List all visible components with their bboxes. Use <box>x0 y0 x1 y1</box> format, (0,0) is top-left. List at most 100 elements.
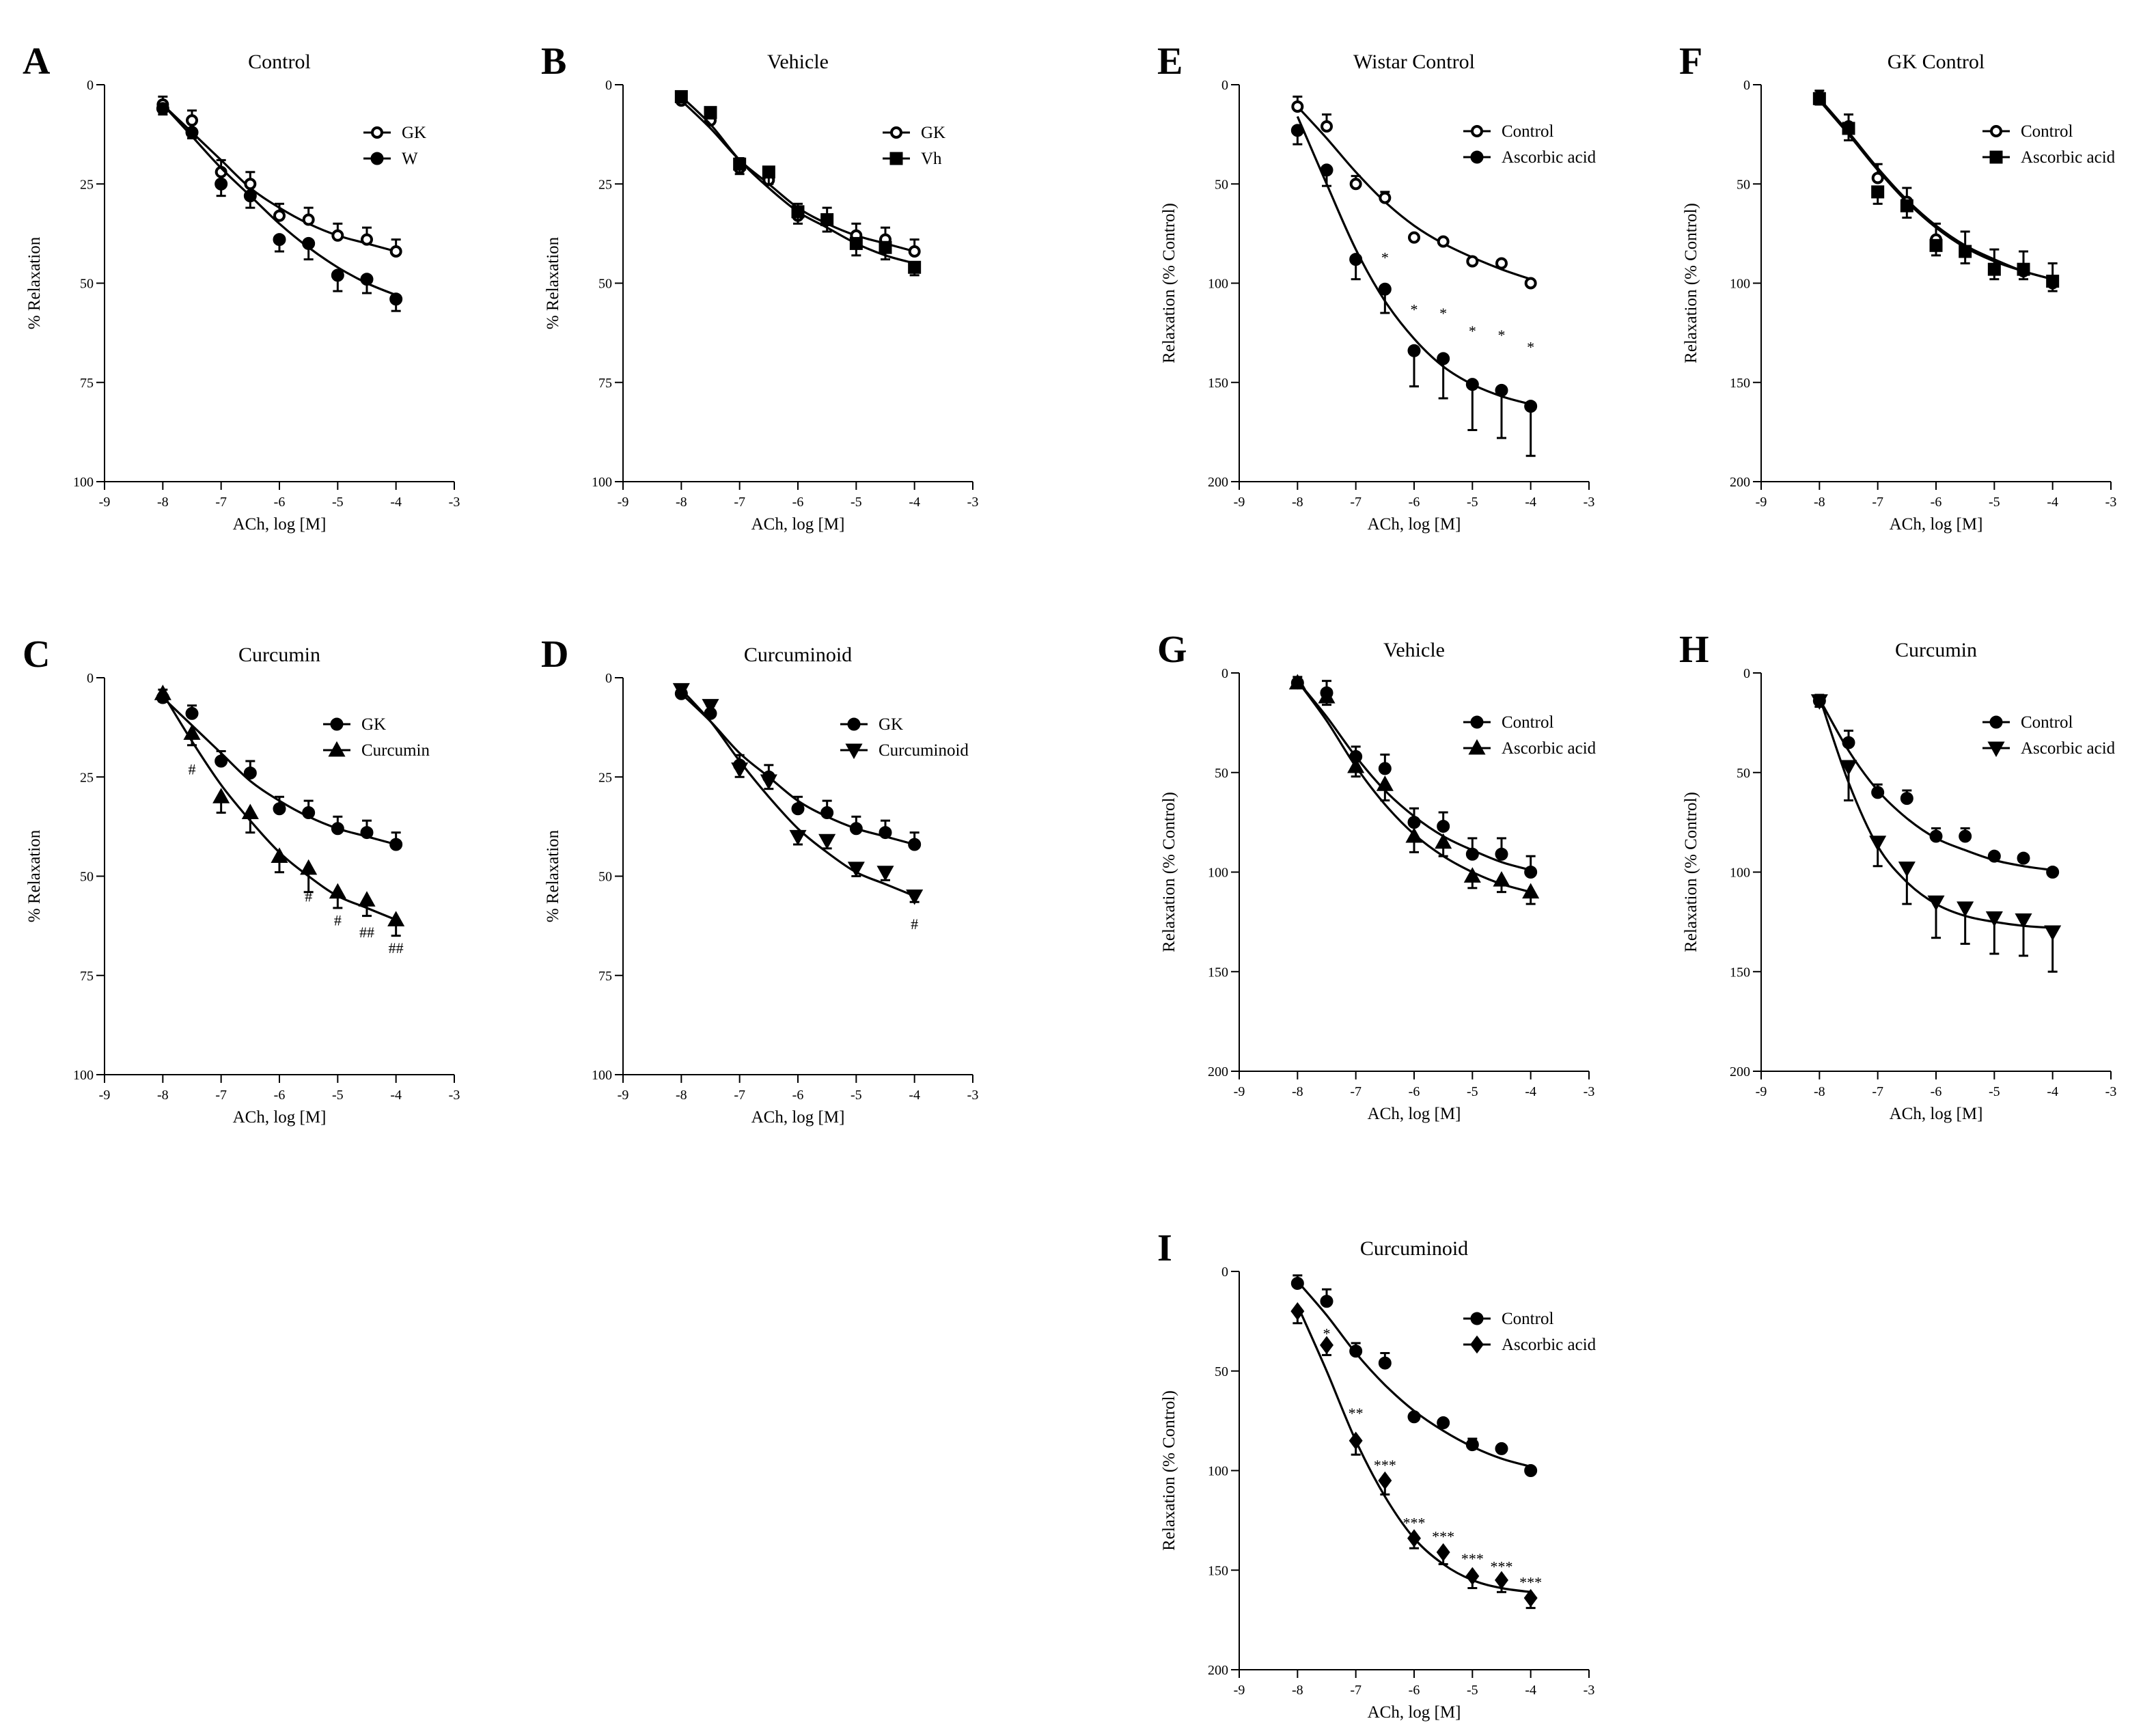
legend-marker <box>330 717 344 731</box>
fit-curve <box>1296 115 1532 406</box>
y-tick-label: 50 <box>1215 1364 1228 1379</box>
panel-letter: E <box>1157 40 1183 83</box>
x-tick-label: -9 <box>1756 1084 1767 1099</box>
series-ascorbic-acid <box>1288 674 1540 905</box>
data-point <box>1291 100 1304 113</box>
chart-title: Curcumin <box>238 644 320 666</box>
data-point <box>1466 255 1479 268</box>
x-tick-label: -6 <box>274 495 286 510</box>
panel-c: C Curcumin 0 25 50 75 100 -9 -8 -7 -6 -5 -4 -3 ACh, lo… <box>23 633 460 1127</box>
legend-label: Control <box>1502 1310 1553 1328</box>
y-tick-label: 0 <box>1221 666 1228 681</box>
data-point <box>1524 400 1538 413</box>
x-tick-label: -8 <box>1292 495 1303 510</box>
significance-mark: # <box>189 761 196 778</box>
y-tick-label: 100 <box>1730 277 1750 292</box>
legend-marker <box>1470 1312 1484 1325</box>
y-tick-label: 150 <box>1208 376 1228 391</box>
data-point <box>1465 847 1479 861</box>
data-point <box>908 260 922 274</box>
series-control <box>1290 1274 1538 1477</box>
data-point <box>331 229 344 242</box>
legend-label: Ascorbic acid <box>2021 739 2116 758</box>
x-tick-label: -5 <box>332 1088 344 1103</box>
y-tick-label: 50 <box>598 277 612 292</box>
legend-marker <box>847 717 861 731</box>
data-point <box>186 114 198 127</box>
data-point <box>1288 674 1306 690</box>
series-gk <box>156 688 403 851</box>
legend-marker <box>1470 150 1484 164</box>
fit-curve <box>161 693 397 921</box>
y-tick-label: 0 <box>87 78 94 93</box>
data-point <box>1290 1276 1304 1290</box>
data-point <box>1376 775 1394 791</box>
data-point <box>1495 1442 1508 1455</box>
x-tick-label: -8 <box>157 1088 169 1103</box>
data-point <box>331 268 344 282</box>
legend-marker <box>1470 715 1484 729</box>
legend-label: Control <box>1502 713 1553 732</box>
y-tick-label: 75 <box>598 376 612 391</box>
x-tick-label: -9 <box>1234 1084 1245 1099</box>
y-tick-label: 100 <box>1208 277 1228 292</box>
fit-curve <box>1297 680 1532 872</box>
data-point <box>1495 257 1508 270</box>
data-point <box>731 762 749 778</box>
data-point <box>1495 847 1508 861</box>
x-tick-label: -7 <box>1350 1683 1362 1698</box>
x-tick-label: -4 <box>1525 1084 1536 1099</box>
series-ascorbic-acid <box>1810 694 2062 973</box>
y-tick-label: 100 <box>1730 866 1750 881</box>
data-point <box>273 802 286 816</box>
significance-mark: ## <box>389 939 404 956</box>
panel-letter: G <box>1157 629 1187 671</box>
x-tick-label: -7 <box>1872 1084 1883 1099</box>
significance-mark: ## <box>359 924 374 941</box>
data-point <box>672 683 690 699</box>
significance-mark: # <box>305 888 312 905</box>
y-tick-label: 75 <box>80 969 94 984</box>
data-point <box>1898 862 1916 877</box>
x-tick-label: -3 <box>1584 495 1595 510</box>
data-point <box>271 847 288 863</box>
panel-letter: B <box>541 40 566 83</box>
data-point <box>1812 92 1826 105</box>
significance-mark: * <box>1381 249 1389 266</box>
data-point <box>185 126 199 139</box>
significance-mark: * <box>1439 305 1447 322</box>
data-point <box>1871 786 1885 799</box>
data-point <box>1869 836 1887 851</box>
fit-curve <box>162 104 397 297</box>
panel-d: D Curcuminoid 0 25 50 75 100 -9 -8 -7 -6 -5 -4 -3 ACh,… <box>541 633 978 1127</box>
data-point <box>387 911 405 926</box>
x-tick-label: -5 <box>1467 1683 1478 1698</box>
significance-mark: ** <box>1349 1405 1364 1422</box>
chart-title: Curcuminoid <box>744 644 852 666</box>
y-axis-label: Relaxation (% Control) <box>1160 792 1178 952</box>
data-point <box>733 157 747 171</box>
data-point <box>1871 171 1884 184</box>
x-tick-label: -6 <box>1409 495 1420 510</box>
y-axis-label: % Relaxation <box>544 829 562 922</box>
x-tick-label: -4 <box>1525 1683 1536 1698</box>
data-point <box>1495 383 1508 397</box>
chart-title: Vehicle <box>1383 639 1445 661</box>
data-point <box>1408 231 1420 244</box>
data-point <box>1871 185 1885 199</box>
data-point <box>1523 1588 1538 1608</box>
panel-e: E Wistar Control 0 50 100 150 200 -9 -8 -7 -6 -5 -4 -… <box>1157 40 1597 534</box>
x-tick-label: -7 <box>1350 1084 1362 1099</box>
y-tick-label: 0 <box>1743 78 1750 93</box>
legend-label: Ascorbic acid <box>2021 148 2116 167</box>
data-point <box>1320 163 1333 177</box>
legend: Control Ascorbic acid <box>1463 122 1597 167</box>
data-point <box>2017 262 2030 276</box>
data-point <box>879 826 892 840</box>
panel-letter: F <box>1679 40 1702 83</box>
x-tick-label: -9 <box>1756 495 1767 510</box>
chart-title: Control <box>248 51 311 73</box>
x-tick-label: -7 <box>1350 495 1362 510</box>
